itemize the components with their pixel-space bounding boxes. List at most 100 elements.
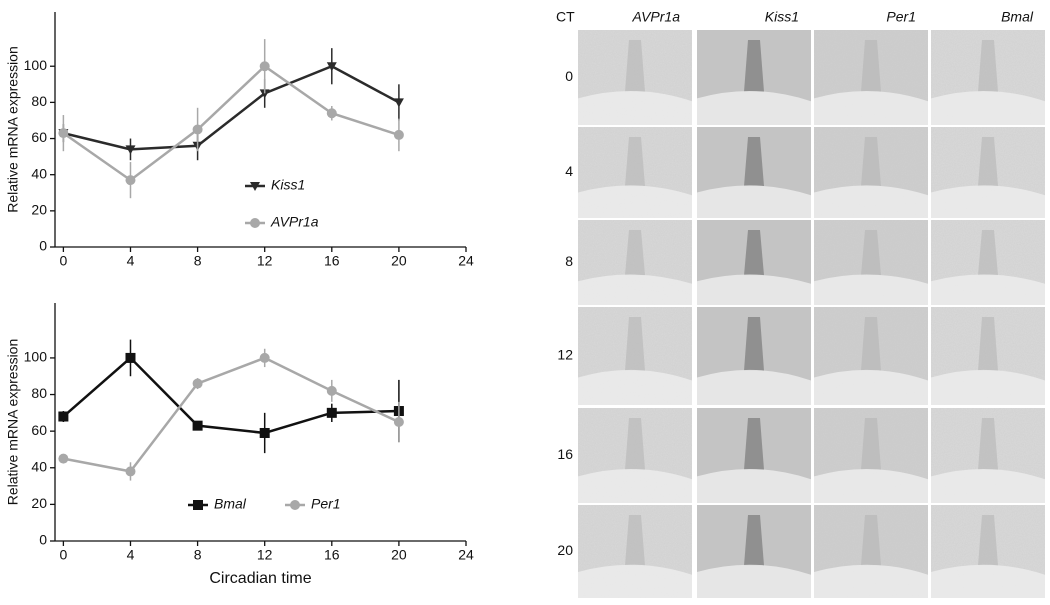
x-tick-label: 0 (59, 253, 67, 269)
tissue-edge (578, 90, 692, 125)
marker (58, 453, 69, 464)
tissue-edge (697, 468, 811, 503)
x-tick-label: 24 (458, 253, 474, 269)
series-line (62, 356, 399, 435)
tissue-edge (578, 274, 692, 305)
ventricle-shadow (625, 230, 645, 276)
y-tick-label: 0 (39, 532, 47, 548)
row-label: 4 (565, 163, 573, 179)
column-header: Kiss1 (765, 9, 799, 25)
tissue-image (578, 127, 692, 218)
tissue-image (697, 505, 811, 598)
legend-label: Kiss1 (271, 177, 305, 193)
row-label: 12 (557, 347, 573, 363)
y-tick-label: 80 (31, 93, 47, 109)
tissue-edge (931, 468, 1045, 503)
x-tick-label: 20 (391, 547, 407, 563)
tissue-image (697, 127, 811, 218)
ventricle-shadow (861, 515, 881, 566)
y-tick-label: 60 (31, 129, 47, 145)
marker (250, 218, 260, 228)
ventricle-shadow (625, 317, 645, 371)
corner-label: CT (556, 9, 575, 25)
tissue-edge (814, 185, 928, 218)
legend-label: Per1 (311, 496, 341, 512)
column-header: AVPr1a (632, 9, 681, 25)
tissue-image (814, 408, 928, 503)
legend-label: Bmal (214, 496, 247, 512)
ventricle-shadow (861, 418, 881, 470)
ventricle-shadow (861, 317, 881, 371)
tissue-image (814, 307, 928, 405)
marker (259, 352, 270, 363)
x-tick-label: 0 (59, 547, 67, 563)
marker (192, 124, 203, 135)
tissue-image (931, 408, 1045, 503)
x-tick-label: 24 (458, 547, 474, 563)
marker (58, 128, 69, 139)
tissue-image (814, 127, 928, 218)
y-tick-label: 20 (31, 202, 47, 218)
tissue-edge (931, 564, 1045, 598)
ventricle-shadow (625, 418, 645, 470)
x-tick-label: 12 (257, 253, 273, 269)
marker (326, 407, 337, 418)
marker (326, 62, 337, 72)
ventricle-shadow (625, 40, 645, 92)
ventricle-shadow (978, 418, 998, 470)
tissue-edge (814, 274, 928, 305)
tissue-image (814, 30, 928, 125)
row-label: 20 (557, 542, 573, 558)
x-tick-label: 4 (127, 547, 135, 563)
ventricle-shadow (744, 40, 764, 92)
marker (393, 129, 404, 140)
tissue-edge (931, 274, 1045, 305)
y-axis-label: Relative mRNA expression (5, 46, 21, 213)
ventricle-shadow (978, 230, 998, 276)
tissue-image (814, 220, 928, 305)
x-tick-label: 16 (324, 547, 340, 563)
x-tick-label: 4 (127, 253, 135, 269)
marker (259, 427, 270, 438)
series-line (63, 64, 400, 151)
series-line (63, 356, 400, 473)
tissue-image (578, 505, 692, 598)
ventricle-shadow (978, 515, 998, 566)
tissue-image (697, 220, 811, 305)
marker (125, 145, 136, 155)
y-tick-label: 100 (24, 349, 48, 365)
ventricle-shadow (861, 137, 881, 187)
y-tick-label: 60 (31, 422, 47, 438)
ventricle-shadow (978, 317, 998, 371)
tissue-image (931, 307, 1045, 405)
x-tick-label: 12 (257, 547, 273, 563)
tissue-image (578, 220, 692, 305)
ventricle-shadow (978, 137, 998, 187)
marker (58, 411, 69, 422)
column-header: Bmal (1001, 9, 1034, 25)
ventricle-shadow (744, 418, 764, 470)
ventricle-shadow (744, 230, 764, 276)
tissue-image (814, 505, 928, 598)
marker (192, 378, 203, 389)
marker (193, 500, 203, 510)
ventricle-shadow (861, 230, 881, 276)
ventricle-shadow (744, 137, 764, 187)
tissue-image (697, 408, 811, 503)
tissue-edge (814, 369, 928, 405)
marker (125, 175, 136, 186)
tissue-edge (578, 468, 692, 503)
marker (290, 500, 300, 510)
ventricle-shadow (744, 317, 764, 371)
tissue-image (931, 30, 1045, 125)
tissue-edge (931, 90, 1045, 125)
marker (125, 466, 136, 477)
tissue-edge (697, 90, 811, 125)
marker (250, 182, 260, 191)
y-axis-label: Relative mRNA expression (5, 339, 21, 506)
tissue-edge (578, 369, 692, 405)
y-tick-label: 20 (31, 495, 47, 511)
x-tick-label: 8 (194, 547, 202, 563)
marker (393, 417, 404, 427)
y-tick-label: 80 (31, 385, 47, 401)
